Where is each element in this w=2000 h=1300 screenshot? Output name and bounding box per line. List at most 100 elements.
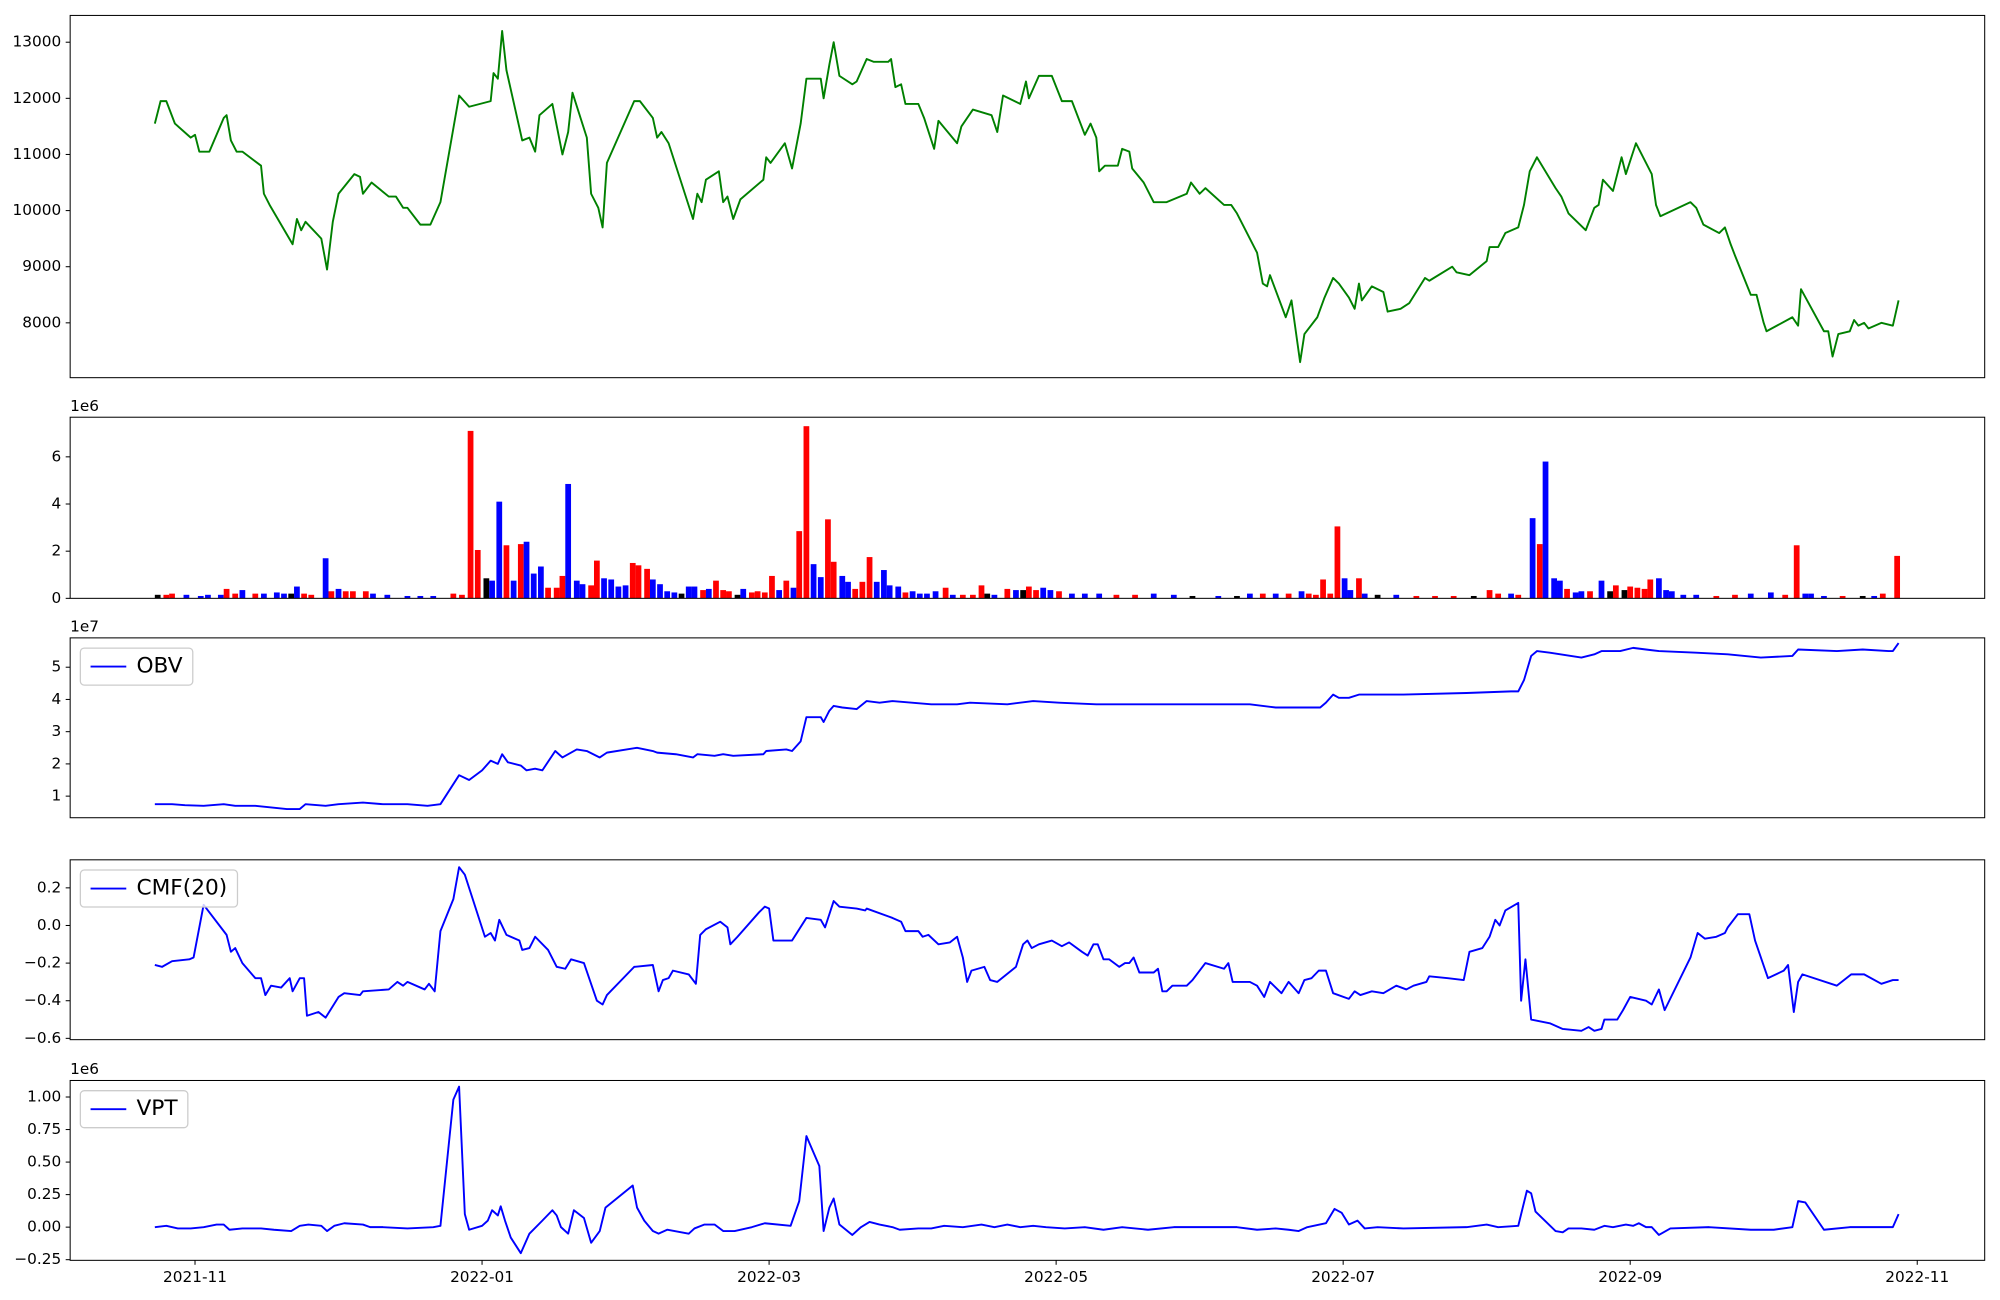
y-tick-label: 8000 bbox=[22, 313, 61, 331]
volume-bar bbox=[803, 426, 810, 599]
volume-bar bbox=[810, 564, 817, 599]
volume-bar bbox=[523, 541, 530, 599]
plot-area bbox=[154, 426, 1901, 599]
panel: 8000 9000 10000 11000 12000 13000 bbox=[13, 14, 1986, 379]
volume-bar bbox=[1495, 593, 1502, 599]
volume-bar bbox=[984, 593, 991, 599]
volume-bar bbox=[790, 587, 797, 599]
volume-bar bbox=[217, 594, 224, 599]
volume-bar bbox=[1247, 593, 1253, 599]
volume-bar bbox=[503, 545, 510, 599]
volume-bar bbox=[1839, 595, 1846, 599]
volume-bar bbox=[294, 586, 300, 599]
volume-bar bbox=[1572, 592, 1579, 599]
volume-bar bbox=[384, 594, 391, 599]
volume-bar bbox=[1647, 579, 1654, 599]
volume-bar bbox=[1859, 595, 1866, 599]
volume-bar bbox=[1808, 593, 1814, 599]
legend: VPT bbox=[79, 1090, 189, 1129]
volume-bar bbox=[1298, 591, 1305, 599]
volume-bar bbox=[1305, 593, 1312, 599]
y-tick-label: 1.00 bbox=[27, 1088, 61, 1106]
volume-bar bbox=[474, 549, 481, 599]
volume-bar bbox=[1656, 578, 1662, 599]
volume-bar bbox=[845, 581, 851, 599]
volume-bar bbox=[273, 592, 280, 599]
volume-bar bbox=[769, 575, 775, 599]
panel: 0 2 4 6 1e6 bbox=[51, 397, 1986, 607]
volume-bar bbox=[1327, 593, 1334, 599]
volume-bar bbox=[1234, 595, 1240, 599]
volume-bar bbox=[281, 593, 287, 599]
volume-bar bbox=[685, 586, 692, 599]
volume-bar bbox=[496, 501, 503, 599]
y-tick-label: 13000 bbox=[13, 33, 62, 51]
volume-bar bbox=[909, 591, 916, 599]
volume-bar bbox=[1341, 578, 1348, 599]
volume-bar bbox=[517, 544, 524, 599]
volume-bar bbox=[1040, 587, 1047, 599]
volume-bar bbox=[579, 584, 586, 599]
x-tick-label: 2022-09 bbox=[1598, 1268, 1662, 1286]
volume-bar bbox=[1170, 594, 1177, 599]
volume-bar bbox=[1486, 590, 1493, 599]
volume-bar bbox=[223, 588, 230, 599]
volume-bar bbox=[615, 586, 622, 599]
x-tick-label: 2022-11 bbox=[1885, 1268, 1949, 1286]
volume-bar bbox=[1081, 593, 1088, 599]
offset-text: 1e6 bbox=[70, 397, 99, 415]
volume-bar bbox=[1557, 580, 1563, 599]
volume-bar bbox=[593, 560, 600, 599]
volume-bar bbox=[734, 594, 741, 599]
plot-area bbox=[154, 866, 1899, 1032]
volume-bar bbox=[1693, 594, 1700, 599]
volume-bar bbox=[467, 430, 474, 599]
volume-bar bbox=[622, 585, 629, 599]
volume-bar bbox=[991, 594, 998, 599]
y-tick-label: 2 bbox=[51, 542, 61, 560]
volume-bar bbox=[252, 593, 259, 599]
y-tick-label: 0.25 bbox=[27, 1185, 61, 1203]
volume-bar bbox=[959, 594, 966, 599]
plot-area bbox=[154, 1085, 1900, 1255]
volume-bar bbox=[664, 591, 671, 599]
legend-label: VPT bbox=[136, 1096, 178, 1121]
volume-bar bbox=[163, 594, 170, 599]
volume-bar bbox=[1113, 594, 1120, 599]
y-tick-label: 6 bbox=[51, 447, 61, 465]
volume-bar bbox=[881, 570, 887, 599]
volume-bar bbox=[1515, 594, 1522, 599]
y-tick-label: 5 bbox=[51, 658, 61, 676]
volume-bar bbox=[1713, 595, 1720, 599]
volume-bar bbox=[1215, 595, 1222, 599]
volume-bar bbox=[197, 595, 204, 599]
volume-bar bbox=[301, 593, 307, 599]
volume-bar bbox=[1627, 586, 1634, 599]
volume-bar bbox=[748, 592, 755, 599]
volume-bar bbox=[1634, 587, 1641, 599]
volume-bar bbox=[1272, 593, 1279, 599]
volume-bar bbox=[261, 593, 267, 599]
offset-text: 1e6 bbox=[70, 1060, 99, 1078]
volume-bar bbox=[713, 580, 719, 599]
legend: OBV bbox=[79, 647, 194, 686]
volume-bar bbox=[1663, 590, 1669, 599]
volume-bar bbox=[553, 587, 560, 599]
volume-bar bbox=[1598, 580, 1605, 599]
y-tick-label: 10000 bbox=[13, 201, 62, 219]
volume-bar bbox=[1285, 593, 1292, 599]
panel: 1 2 3 4 5 1e7 OBV bbox=[51, 618, 1986, 819]
volume-bar bbox=[1802, 593, 1809, 599]
volume-bar bbox=[417, 595, 424, 599]
volume-bar bbox=[1320, 579, 1326, 599]
volume-bar bbox=[1393, 594, 1400, 599]
volume-bar bbox=[538, 566, 544, 599]
volume-bar bbox=[328, 591, 335, 599]
x-tick-label: 2022-03 bbox=[737, 1268, 801, 1286]
volume-bar bbox=[1578, 591, 1585, 599]
volume-bar bbox=[1641, 588, 1648, 599]
y-tick-label: 0.00 bbox=[27, 1218, 61, 1236]
volume-bar bbox=[530, 573, 537, 599]
axes-frame bbox=[69, 1079, 1986, 1261]
volume-bar bbox=[169, 593, 175, 599]
